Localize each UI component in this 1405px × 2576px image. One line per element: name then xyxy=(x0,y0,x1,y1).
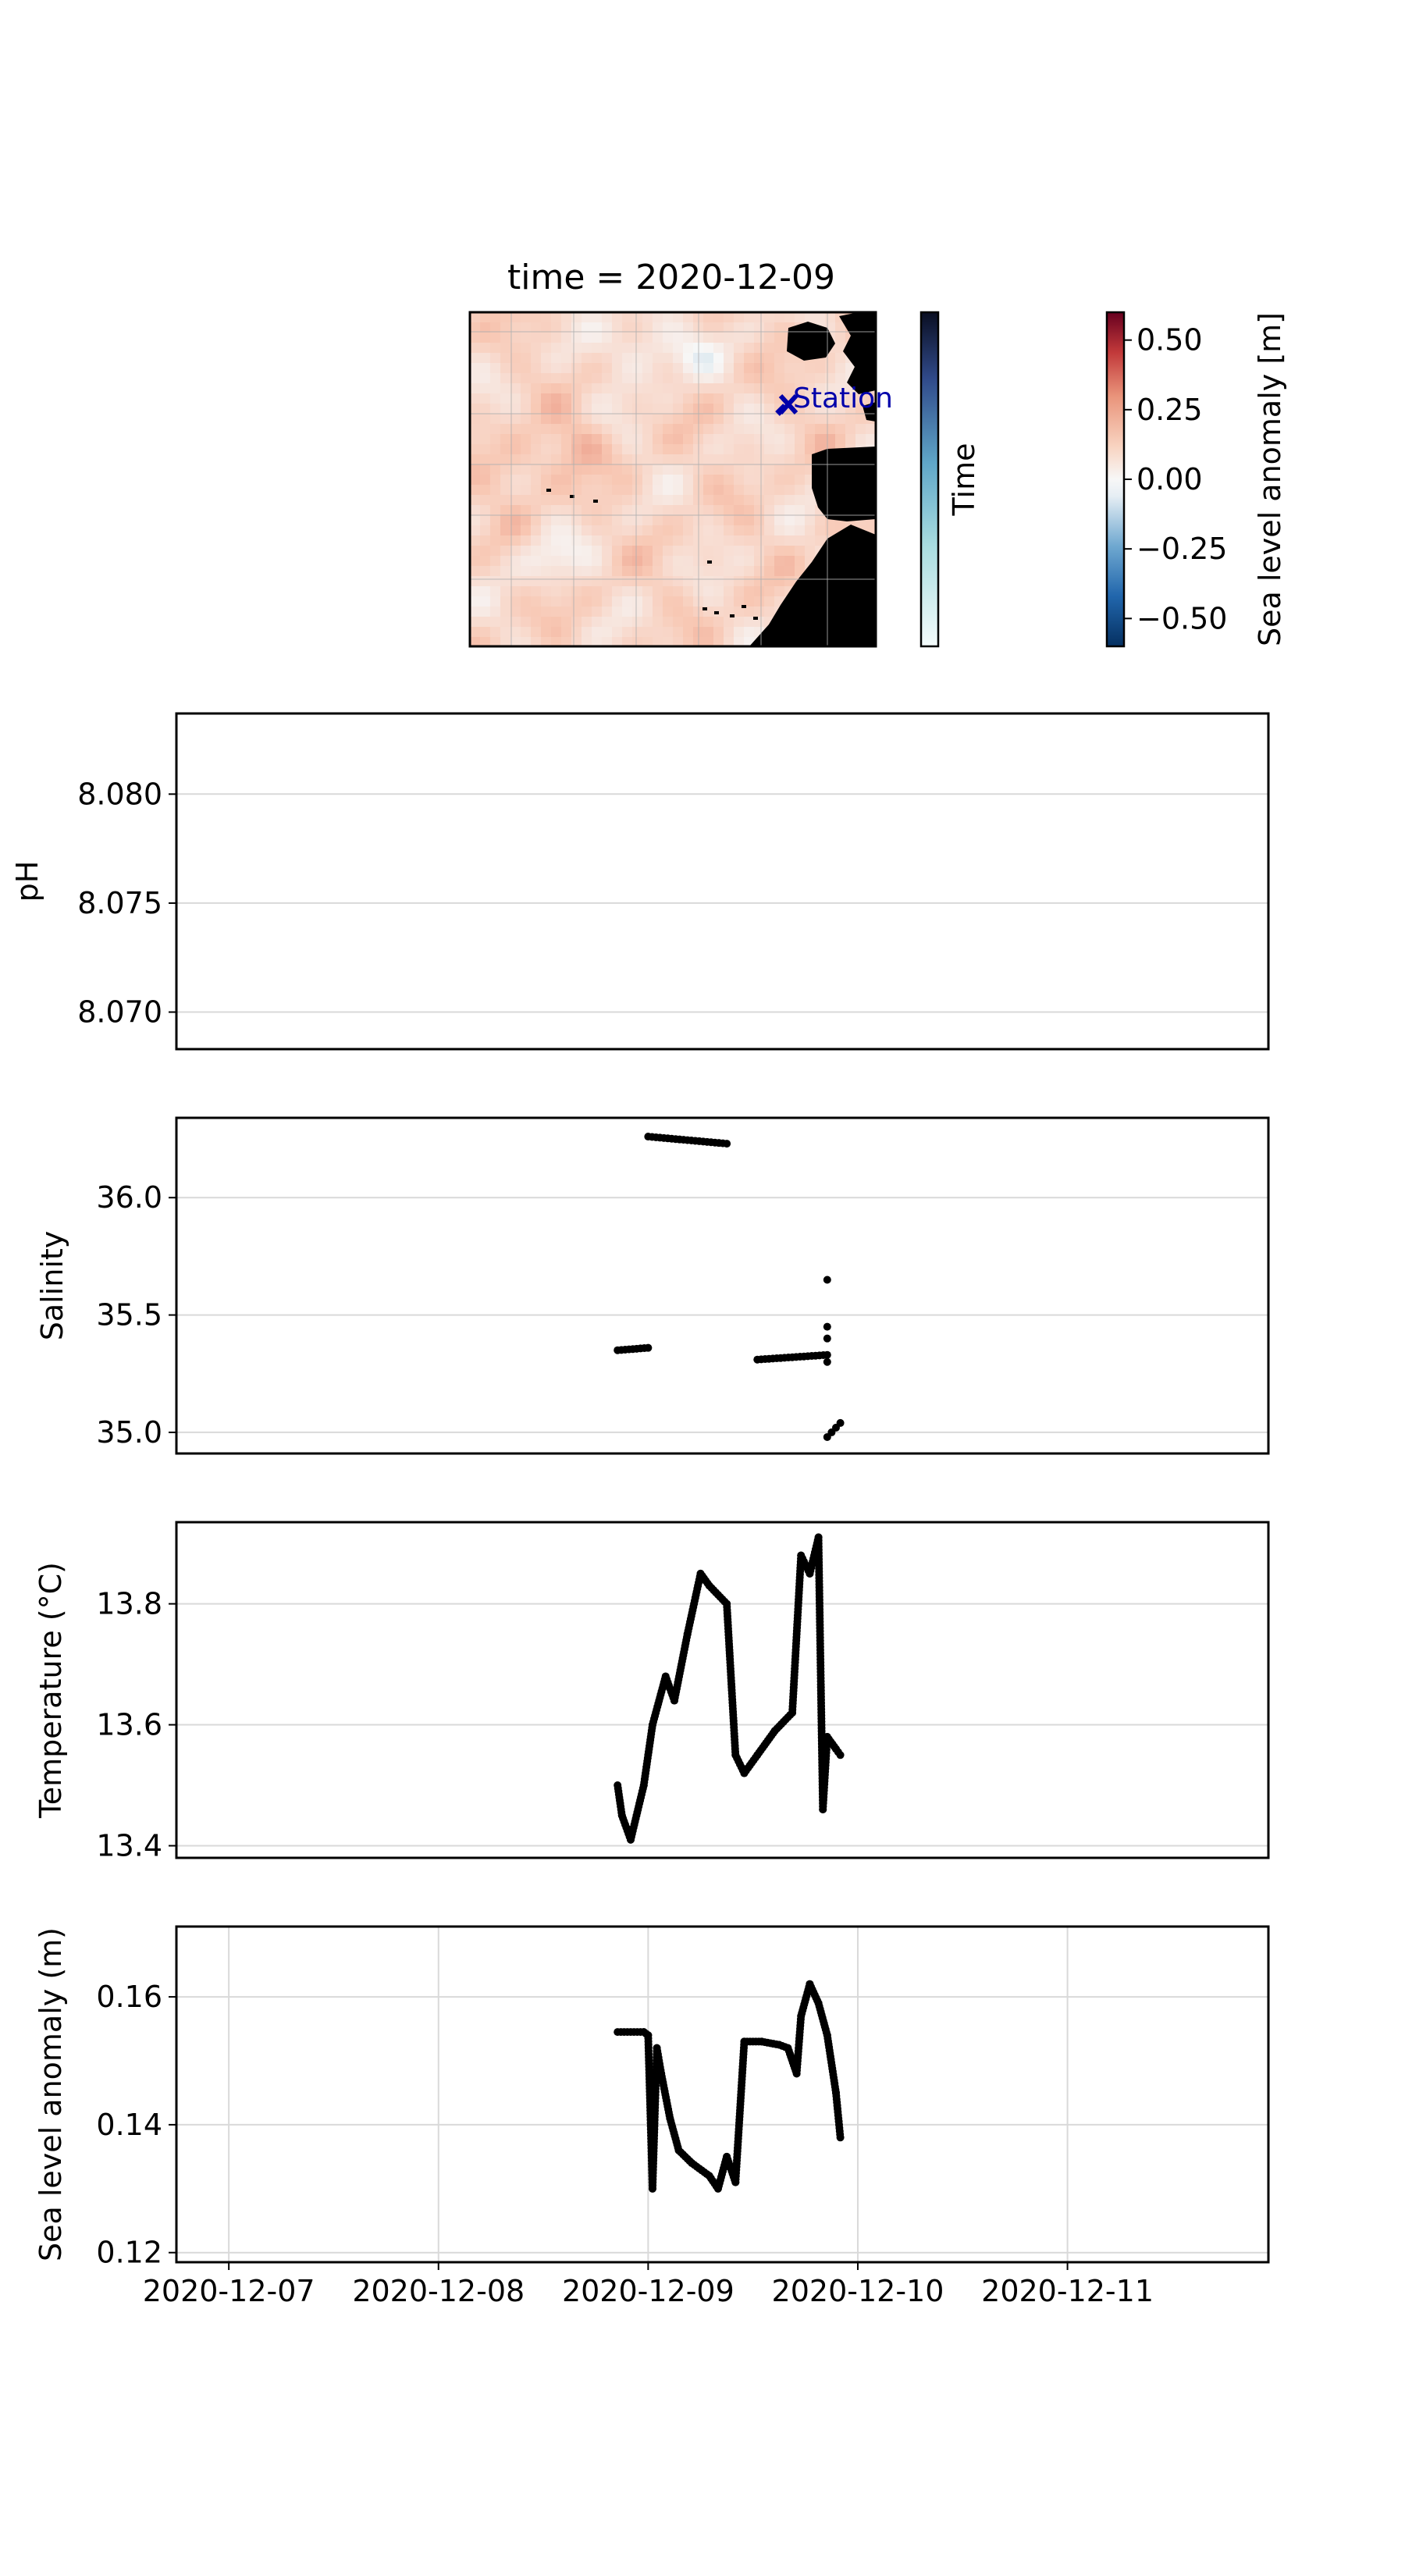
y-tick-label: 8.070 xyxy=(77,995,162,1030)
station-label: Station xyxy=(793,382,893,415)
series-points xyxy=(614,1533,845,1844)
y-tick-label: 13.8 xyxy=(96,1587,162,1621)
sla-colorbar xyxy=(1105,311,1126,648)
sea-level-anomaly-map xyxy=(470,312,877,648)
y-tick-label: 13.4 xyxy=(96,1829,162,1863)
panel-frame xyxy=(175,1521,1270,1859)
map-panel: time = 2020-12-09 Station xyxy=(468,258,1287,648)
sla-tick-label: 0.25 xyxy=(1136,393,1203,427)
data-point xyxy=(836,1418,845,1427)
data-point xyxy=(823,1276,831,1284)
y-tick-label: 35.0 xyxy=(96,1415,162,1450)
y-axis-label: Temperature (°C) xyxy=(34,1562,68,1819)
data-point xyxy=(644,1343,653,1352)
map-gridlines xyxy=(470,312,876,646)
map-title: time = 2020-12-09 xyxy=(507,258,835,297)
y-tick-label: 8.075 xyxy=(77,886,162,920)
temperature-panel: 13.8 13.6 13.4 Temperature (°C) xyxy=(34,1521,1270,1863)
x-tick-label: 2020-12-09 xyxy=(562,2274,735,2308)
station-marker xyxy=(775,393,799,416)
sla-colorbar-ticks: 0.50 0.25 0.00 −0.25 −0.50 xyxy=(1124,323,1227,635)
sla-tick-label: 0.00 xyxy=(1136,462,1203,496)
y-axis-label: pH xyxy=(10,861,44,902)
y-tick-label: 0.16 xyxy=(96,1980,162,2014)
series-points xyxy=(614,1980,845,2193)
data-point xyxy=(723,1140,731,1148)
panel-frame xyxy=(175,1925,1270,2264)
sla-tick-label: 0.50 xyxy=(1136,323,1203,358)
x-tick-label: 2020-12-10 xyxy=(772,2274,944,2308)
x-axis-tick-labels: 2020-12-07 2020-12-08 2020-12-09 2020-12-10… xyxy=(143,2262,1154,2308)
x-tick-label: 2020-12-07 xyxy=(143,2274,315,2308)
salinity-panel: 36.0 35.5 35.0 Salinity xyxy=(35,1116,1270,1455)
time-colorbar-label: Time xyxy=(947,443,981,517)
y-axis-label: Sea level anomaly (m) xyxy=(34,1927,68,2261)
data-point xyxy=(836,2133,845,2142)
ph-panel: 8.080 8.075 8.070 pH xyxy=(10,712,1270,1051)
y-tick-label: 13.6 xyxy=(96,1708,162,1742)
sla-tick-label: −0.50 xyxy=(1136,601,1227,635)
time-colorbar xyxy=(919,311,940,648)
sla-tick-label: −0.25 xyxy=(1136,532,1227,566)
sla-colorbar-label: Sea level anomaly [m] xyxy=(1253,312,1287,646)
sea-level-anomaly-panel: 0.16 0.14 0.12 Sea level anomaly (m) xyxy=(34,1925,1270,2270)
data-point xyxy=(823,1322,831,1331)
panel-frame xyxy=(175,1116,1270,1455)
y-tick-label: 8.080 xyxy=(77,777,162,811)
data-point xyxy=(823,1334,831,1343)
data-point xyxy=(836,1751,845,1759)
y-tick-label: 36.0 xyxy=(96,1180,162,1215)
map-frame xyxy=(468,311,877,648)
data-point xyxy=(823,1357,831,1366)
x-tick-label: 2020-12-11 xyxy=(981,2274,1154,2308)
y-tick-label: 0.14 xyxy=(96,2108,162,2142)
x-tick-label: 2020-12-08 xyxy=(352,2274,525,2308)
series-points xyxy=(614,1133,845,1441)
y-tick-label: 35.5 xyxy=(96,1298,162,1332)
y-axis-label: Salinity xyxy=(35,1231,69,1341)
panel-frame xyxy=(175,712,1270,1051)
y-tick-label: 0.12 xyxy=(96,2236,162,2270)
data-point xyxy=(823,1350,831,1359)
